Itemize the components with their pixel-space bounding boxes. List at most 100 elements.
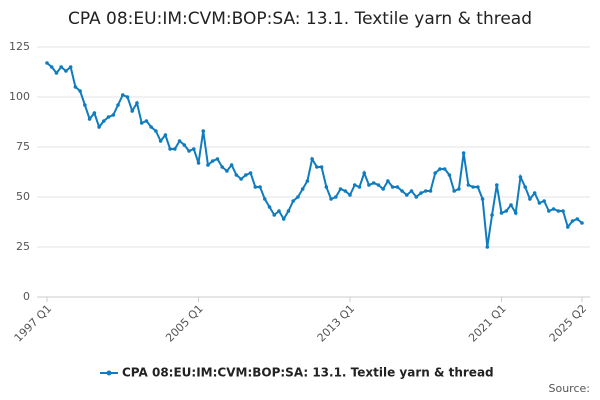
point <box>319 165 324 169</box>
point <box>196 161 201 165</box>
point <box>532 191 537 195</box>
point <box>125 95 130 99</box>
point <box>210 159 215 163</box>
point <box>499 211 504 215</box>
x-tick-label: 2013 Q1 <box>315 302 358 345</box>
point <box>480 197 485 201</box>
y-tick-label: 125 <box>9 40 30 53</box>
point <box>244 173 248 177</box>
point <box>248 171 253 175</box>
point <box>390 185 395 189</box>
point <box>102 119 106 123</box>
point <box>49 65 54 69</box>
point <box>310 157 314 161</box>
point <box>234 173 239 177</box>
point <box>395 185 400 189</box>
point <box>201 129 206 133</box>
point <box>291 199 295 203</box>
point <box>376 183 381 187</box>
point <box>409 189 414 193</box>
point <box>556 209 561 213</box>
legend-label: CPA 08:EU:IM:CVM:BOP:SA: 13.1. Textile y… <box>122 366 494 380</box>
point <box>324 185 329 189</box>
y-tick-label: 50 <box>16 190 30 203</box>
point <box>59 65 64 69</box>
point <box>116 103 120 107</box>
point <box>187 149 191 153</box>
x-tick-label: 1997 Q1 <box>12 302 55 345</box>
point <box>149 125 153 129</box>
point <box>154 129 158 133</box>
point <box>191 147 196 151</box>
point <box>343 189 348 193</box>
point <box>163 133 168 137</box>
point <box>528 197 532 201</box>
series-line <box>46 62 583 248</box>
point <box>547 209 551 213</box>
point <box>68 65 73 69</box>
point <box>461 151 466 155</box>
point <box>537 201 542 205</box>
point <box>45 61 49 65</box>
y-tick-label: 100 <box>9 90 30 103</box>
point <box>371 181 376 185</box>
point <box>485 245 490 249</box>
source: Source: <box>549 382 591 395</box>
point <box>423 189 428 193</box>
point <box>494 183 499 187</box>
point <box>229 163 234 167</box>
point <box>296 195 300 199</box>
point <box>97 125 101 129</box>
point <box>348 193 352 197</box>
point <box>513 211 518 215</box>
point <box>352 183 357 187</box>
point <box>111 113 116 117</box>
point <box>139 121 144 125</box>
point <box>381 187 385 191</box>
point <box>281 217 286 221</box>
chart-title: CPA 08:EU:IM:CVM:BOP:SA: 13.1. Textile y… <box>68 9 532 29</box>
point <box>476 185 480 189</box>
point <box>334 195 338 199</box>
point <box>173 147 177 151</box>
point <box>561 209 565 213</box>
point <box>135 101 139 105</box>
point <box>523 185 527 189</box>
point <box>158 139 163 143</box>
y-tick-label: 0 <box>23 290 30 303</box>
x-tick-label: 2005 Q1 <box>163 302 206 345</box>
point <box>64 69 68 73</box>
point <box>442 167 447 171</box>
point <box>83 103 87 107</box>
point <box>106 115 111 119</box>
point <box>262 197 267 201</box>
point <box>73 85 78 89</box>
point <box>54 71 59 75</box>
point <box>300 187 305 191</box>
point <box>315 165 319 169</box>
point <box>130 109 135 113</box>
point <box>92 111 97 115</box>
point <box>457 187 461 191</box>
point <box>452 189 456 193</box>
point <box>580 221 584 225</box>
point <box>400 189 404 193</box>
point <box>490 213 494 217</box>
point <box>267 205 272 209</box>
point <box>509 203 513 207</box>
point <box>551 207 556 211</box>
point <box>78 89 82 93</box>
point <box>286 209 291 213</box>
point <box>120 93 125 97</box>
x-tick-label: 2025 Q2 <box>547 302 590 345</box>
point <box>253 185 258 189</box>
point <box>177 139 182 143</box>
point <box>338 187 343 191</box>
point <box>471 185 475 189</box>
point <box>206 163 210 167</box>
point <box>329 197 333 201</box>
point <box>518 175 523 179</box>
point <box>433 171 438 175</box>
point <box>168 147 172 151</box>
